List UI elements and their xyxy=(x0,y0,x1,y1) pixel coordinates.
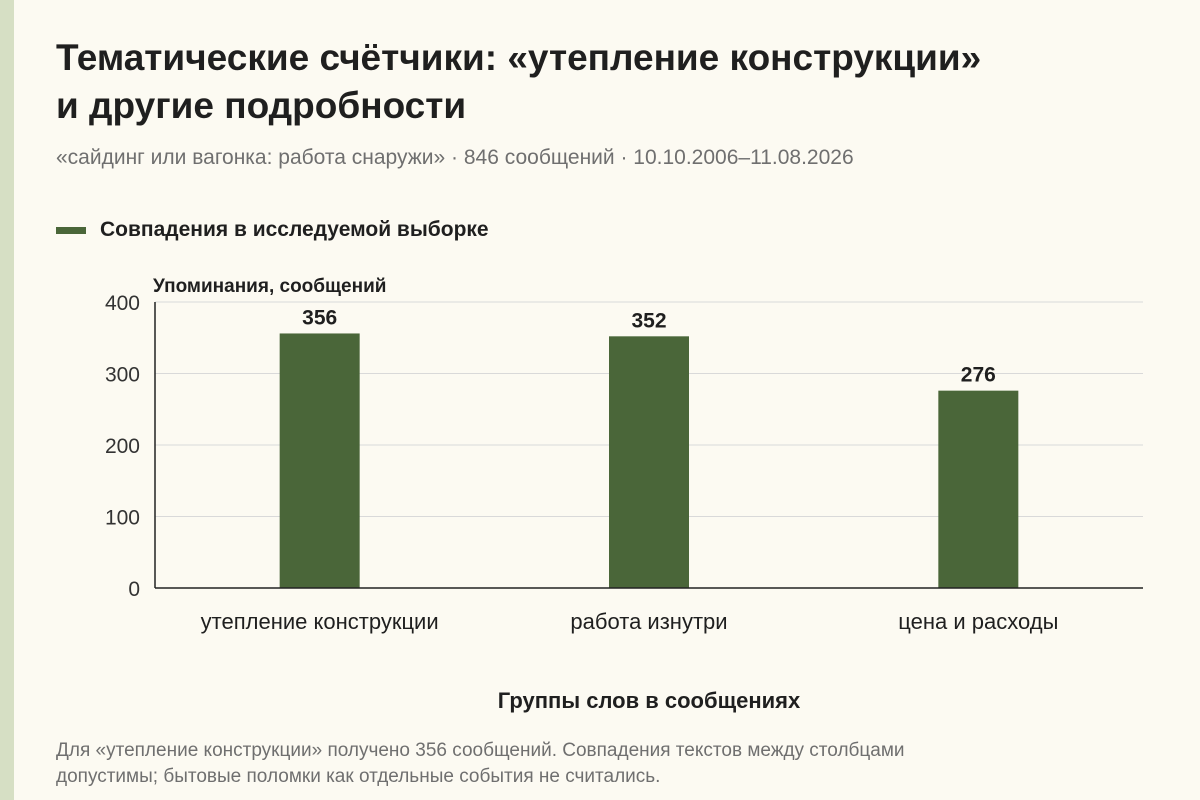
bar-value-label: 352 xyxy=(631,309,666,332)
bar xyxy=(938,390,1019,588)
chart-title-line-1: Тематические счётчики: «утепление констр… xyxy=(56,37,982,78)
y-axis-label: Упоминания, сообщений xyxy=(153,276,386,297)
y-tick-label: 0 xyxy=(128,578,140,601)
y-tick-label: 400 xyxy=(105,292,140,315)
bar-chart: 0 100 200 300 400 Упоминания, сообщений 356 уте… xyxy=(105,276,1143,713)
bar xyxy=(609,336,689,588)
x-tick-label: цена и расходы xyxy=(898,609,1058,634)
chart-title-line-2: и другие подробности xyxy=(56,85,467,126)
bar xyxy=(279,333,360,588)
bar-value-label: 356 xyxy=(302,306,337,329)
left-accent-stripe xyxy=(0,0,14,800)
x-tick-label: утепление конструкции xyxy=(201,609,439,634)
footnote-line-2: допустимы; бытовые поломки как отдельные… xyxy=(56,766,661,787)
legend-label: Совпадения в исследуемой выборке xyxy=(100,218,489,241)
x-tick-label: работа изнутри xyxy=(570,609,727,634)
x-axis-label: Группы слов в сообщениях xyxy=(498,688,801,713)
legend: Совпадения в исследуемой выборке xyxy=(56,218,489,242)
legend-swatch xyxy=(56,226,86,234)
y-tick-label: 200 xyxy=(105,435,140,458)
y-tick-label: 300 xyxy=(105,364,140,387)
chart-subtitle: «сайдинг или вагонка: работа снаружи» · … xyxy=(56,146,854,169)
footnote-line-1: Для «утепление конструкции» получено 356… xyxy=(56,740,905,761)
chart-title: Тематические счётчики: «утепление констр… xyxy=(56,34,1156,130)
footnote: Для «утепление конструкции» получено 356… xyxy=(56,738,1156,790)
bar-value-label: 276 xyxy=(961,364,996,387)
y-tick-label: 100 xyxy=(105,507,140,530)
